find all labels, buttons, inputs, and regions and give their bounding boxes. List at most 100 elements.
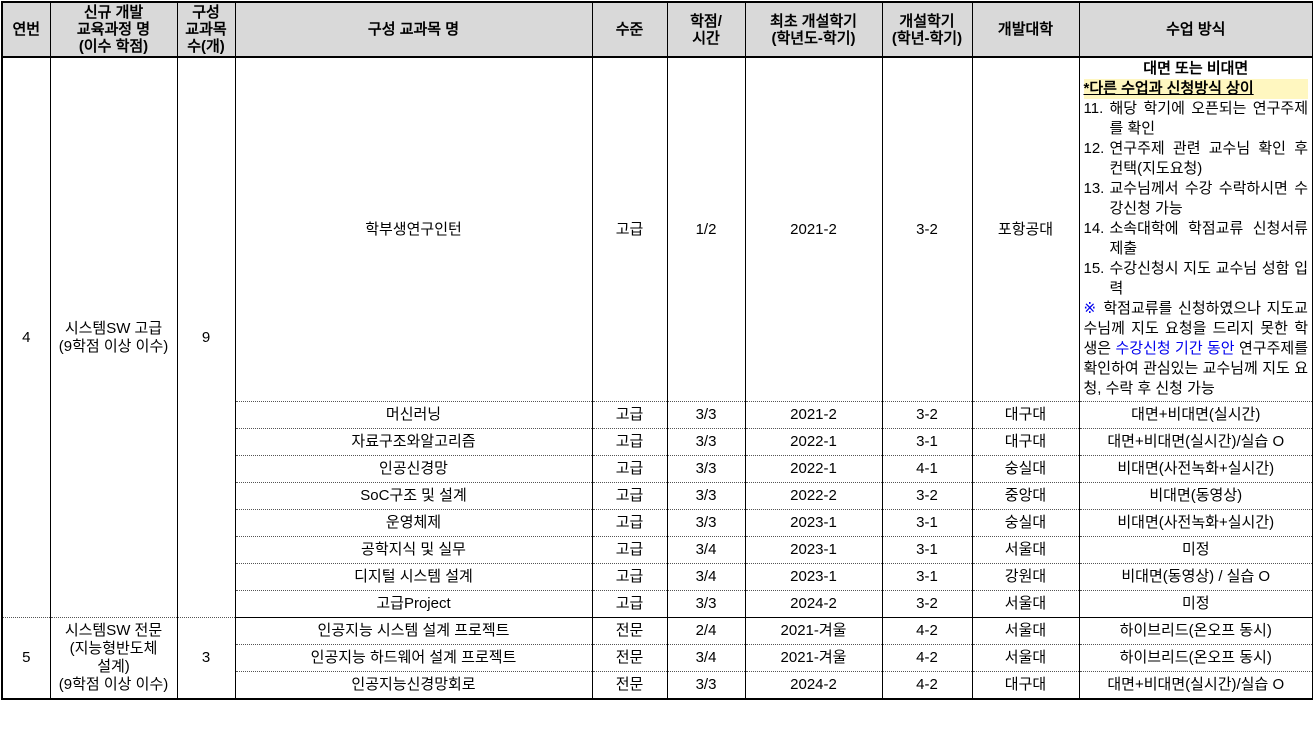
cell-level: 고급 [591,455,668,483]
cell-course-name: 공학지식 및 실무 [234,536,593,564]
cell-university: 대구대 [971,428,1080,456]
col-header-credit-hours: 학점/ 시간 [666,1,746,58]
cell-university: 서울대 [971,644,1080,672]
cell-first-term: 2021-겨울 [744,617,883,645]
cell-university: 중앙대 [971,482,1080,510]
course-table: 연번 신규 개발 교육과정 명 (이수 학점) 구성 교과목 수(개) 구성 교… [1,1,1313,700]
cell-university: 포항공대 [971,56,1080,402]
cell-level: 고급 [591,428,668,456]
table-body: 4 시스템SW 고급 (9학점 이상 이수) 9 학부생연구인턴 고급 1/2 … [1,56,1313,699]
cell-course-name: 고급Project [234,590,593,618]
cell-credit: 3/3 [666,509,746,537]
cell-credit: 3/3 [666,401,746,429]
cell-first-term: 2023-1 [744,563,883,591]
method-note: ※ 학점교류를 신청하였으나 지도교수님께 지도 요청을 드리지 못한 학생은 … [1084,299,1309,399]
cell-first-term: 2022-1 [744,428,883,456]
cell-first-term: 2024-2 [744,590,883,618]
cell-university: 서울대 [971,590,1080,618]
cell-term: 3-1 [881,509,973,537]
cell-first-term: 2021-겨울 [744,644,883,672]
cell-credit: 2/4 [666,617,746,645]
cell-credit: 3/4 [666,644,746,672]
cell-method: 미정 [1078,536,1313,564]
cell-method: 비대면(사전녹화+실시간) [1078,455,1313,483]
step-text: 소속대학에 학점교류 신청서류 제출 [1109,220,1309,257]
cell-method: 비대면(동영상) [1078,482,1313,510]
cell-course-name: SoC구조 및 설계 [234,482,593,510]
cell-credit: 3/3 [666,482,746,510]
cell-credit: 1/2 [666,56,746,402]
step-number: 15. [1083,260,1105,277]
cell-group-name: 시스템SW 전문 (지능형반도체 설계) (9학점 이상 이수) [49,617,178,699]
table-row: 인공지능신경망회로 전문 3/3 2024-2 4-2 대구대 대면+비대면(실… [2,671,1313,699]
cell-level: 고급 [591,401,668,429]
cell-level: 고급 [591,563,668,591]
cell-university: 강원대 [971,563,1080,591]
col-header-program-name: 신규 개발 교육과정 명 (이수 학점) [49,1,178,58]
table-row: 5 시스템SW 전문 (지능형반도체 설계) (9학점 이상 이수) 3 인공지… [1,617,1313,699]
col-header-class-method: 수업 방식 [1078,1,1313,58]
method-title: 대면 또는 비대면 [1143,60,1249,77]
note-blue-text: 수강신청 기간 동안 [1115,340,1235,357]
cell-course-name: 머신러닝 [234,401,593,429]
cell-course-count: 9 [176,56,236,618]
cell-university: 숭실대 [971,509,1080,537]
cell-term: 4-2 [881,617,973,645]
cell-method: 미정 [1078,590,1313,618]
cell-method: 하이브리드(온오프 동시) [1078,617,1313,645]
note-text: 연구주제를 확인하여 관심있는 교수님께 지도 요청, 수락 후 신청 가능 [1083,340,1309,397]
cell-method-detail: 대면 또는 비대면 *다른 수업과 신청방식 상이 11. 해당 학기에 오픈되… [1078,56,1313,402]
method-step: 12. 연구주제 관련 교수님 확인 후 컨택(지도요청) [1084,139,1309,179]
cell-term: 3-2 [881,56,973,402]
cell-university: 서울대 [971,617,1080,645]
col-header-level: 수준 [591,1,668,58]
cell-course-name: 인공지능 하드웨어 설계 프로젝트 [234,644,593,672]
cell-course-name: 학부생연구인턴 [234,56,593,402]
cell-course-name: 운영체제 [234,509,593,537]
cell-method: 비대면(사전녹화+실시간) [1078,509,1313,537]
cell-term: 4-1 [881,455,973,483]
table-header: 연번 신규 개발 교육과정 명 (이수 학점) 구성 교과목 수(개) 구성 교… [1,1,1313,58]
cell-course-name: 인공지능 시스템 설계 프로젝트 [234,617,593,645]
cell-method: 대면+비대면(실시간)/실습 O [1078,671,1313,699]
cell-first-term: 2021-2 [744,401,883,429]
cell-credit: 3/4 [666,563,746,591]
cell-term: 3-2 [881,590,973,618]
cell-group-name: 시스템SW 고급 (9학점 이상 이수) [49,56,178,618]
method-step: 15. 수강신청시 지도 교수님 성함 입력 [1084,259,1309,299]
step-text: 교수님께서 수강 수락하시면 수강신청 가능 [1109,180,1309,217]
cell-term: 3-2 [881,401,973,429]
col-header-course-count: 구성 교과목 수(개) [176,1,236,58]
table-row: 4 시스템SW 고급 (9학점 이상 이수) 9 학부생연구인턴 고급 1/2 … [1,56,1313,618]
cell-level: 전문 [591,671,668,699]
cell-group-no: 4 [1,56,51,618]
cell-term: 3-1 [881,428,973,456]
cell-term: 3-1 [881,536,973,564]
cell-level: 고급 [591,509,668,537]
cell-university: 서울대 [971,536,1080,564]
cell-university: 대구대 [971,671,1080,699]
cell-term: 4-2 [881,644,973,672]
cell-university: 숭실대 [971,455,1080,483]
cell-credit: 3/3 [666,455,746,483]
cell-term: 3-2 [881,482,973,510]
cell-course-name: 자료구조와알고리즘 [234,428,593,456]
table-row: 자료구조와알고리즘 고급 3/3 2022-1 3-1 대구대 대면+비대면(실… [2,428,1313,456]
cell-first-term: 2021-2 [744,56,883,402]
cell-term: 3-1 [881,563,973,591]
cell-course-count: 3 [176,617,236,699]
col-header-first-term: 최초 개설학기 (학년도-학기) [744,1,883,58]
step-number: 12. [1083,140,1105,157]
note-text: 학점교류를 신청하였으나 지도교수님께 지도 요청을 드리지 못한 학생은 [1083,300,1309,357]
table-row: 공학지식 및 실무 고급 3/4 2023-1 3-1 서울대 미정 [2,536,1313,564]
step-number: 14. [1083,220,1105,237]
col-header-term: 개설학기 (학년-학기) [881,1,973,58]
cell-group-no: 5 [1,617,51,699]
cell-first-term: 2024-2 [744,671,883,699]
step-number: 11. [1083,100,1104,117]
cell-first-term: 2023-1 [744,509,883,537]
cell-level: 고급 [591,56,668,402]
col-header-university: 개발대학 [971,1,1080,58]
cell-level: 전문 [591,617,668,645]
step-text: 해당 학기에 오픈되는 연구주제를 확인 [1109,100,1309,137]
